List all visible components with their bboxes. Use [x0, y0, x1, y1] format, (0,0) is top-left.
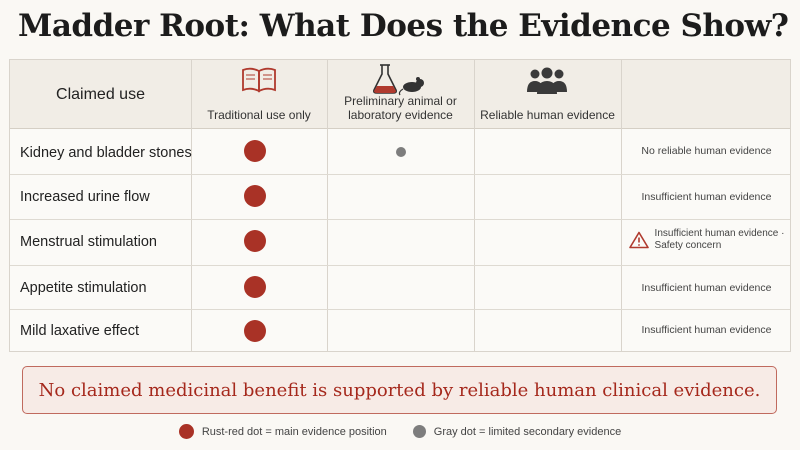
preliminary-label-line2: laboratory evidence	[348, 108, 453, 122]
traditional-use-header: Traditional use only	[191, 60, 327, 129]
preliminary-dot	[396, 147, 406, 157]
legend: Rust-red dot = main evidence position Gr…	[0, 424, 800, 439]
reliable-evidence-header: Reliable human evidence	[474, 60, 621, 129]
evidence-table: Claimed use Traditional use only Prelimi…	[9, 59, 791, 352]
row-divider	[10, 219, 790, 220]
claimed-use-header: Claimed use	[56, 85, 145, 103]
preliminary-label-line1: Preliminary animal or	[344, 94, 457, 108]
main-dot-swatch	[178, 424, 194, 439]
row-label-urine: Increased urine flow	[20, 189, 150, 205]
preliminary-evidence-header: Preliminary animal or laboratory evidenc…	[327, 60, 474, 129]
row-status: Insufficient human evidence	[641, 324, 772, 336]
row-status: Insufficient human evidence	[641, 282, 772, 294]
row-label-laxative: Mild laxative effect	[20, 323, 140, 339]
status-line2: Safety concern	[654, 240, 722, 251]
row-divider	[10, 174, 790, 175]
traditional-dot	[244, 230, 266, 252]
traditional-dot	[244, 320, 266, 342]
traditional-use-label: Traditional use only	[207, 108, 311, 122]
book-icon	[242, 67, 276, 93]
legend-main-label: Rust-red dot = main evidence position	[201, 425, 387, 438]
traditional-dot	[244, 185, 266, 207]
row-label-appetite: Appetite stimulation	[20, 280, 147, 296]
row-status-warning: Insufficient human evidence · Safety con…	[621, 228, 792, 252]
warning-icon	[628, 231, 649, 249]
legend-main: Rust-red dot = main evidence position	[178, 424, 387, 439]
reliable-evidence-label: Reliable human evidence	[480, 108, 615, 122]
column-divider	[191, 60, 192, 351]
gray-dot-swatch	[412, 425, 426, 438]
column-divider	[327, 60, 328, 351]
page-title: Madder Root: What Does the Evidence Show…	[18, 8, 789, 44]
row-divider	[10, 265, 790, 266]
row-divider	[10, 309, 790, 310]
traditional-dot	[244, 140, 266, 162]
people-icon	[527, 67, 567, 94]
status-line1: Insufficient human evidence ·	[654, 228, 785, 239]
legend-secondary-label: Gray dot = limited secondary evidence	[433, 425, 622, 438]
column-divider	[474, 60, 475, 351]
row-label-menstrual: Menstrual stimulation	[20, 234, 157, 250]
traditional-dot	[244, 276, 266, 298]
row-status: No reliable human evidence	[641, 145, 772, 157]
flask-mouse-icon	[373, 64, 424, 96]
row-status: Insufficient human evidence	[641, 191, 772, 203]
legend-secondary: Gray dot = limited secondary evidence	[412, 424, 622, 439]
row-label-kidney: Kidney and bladder stones	[20, 145, 192, 161]
conclusion-banner: No claimed medicinal benefit is supporte…	[22, 366, 777, 414]
column-divider	[621, 60, 622, 351]
